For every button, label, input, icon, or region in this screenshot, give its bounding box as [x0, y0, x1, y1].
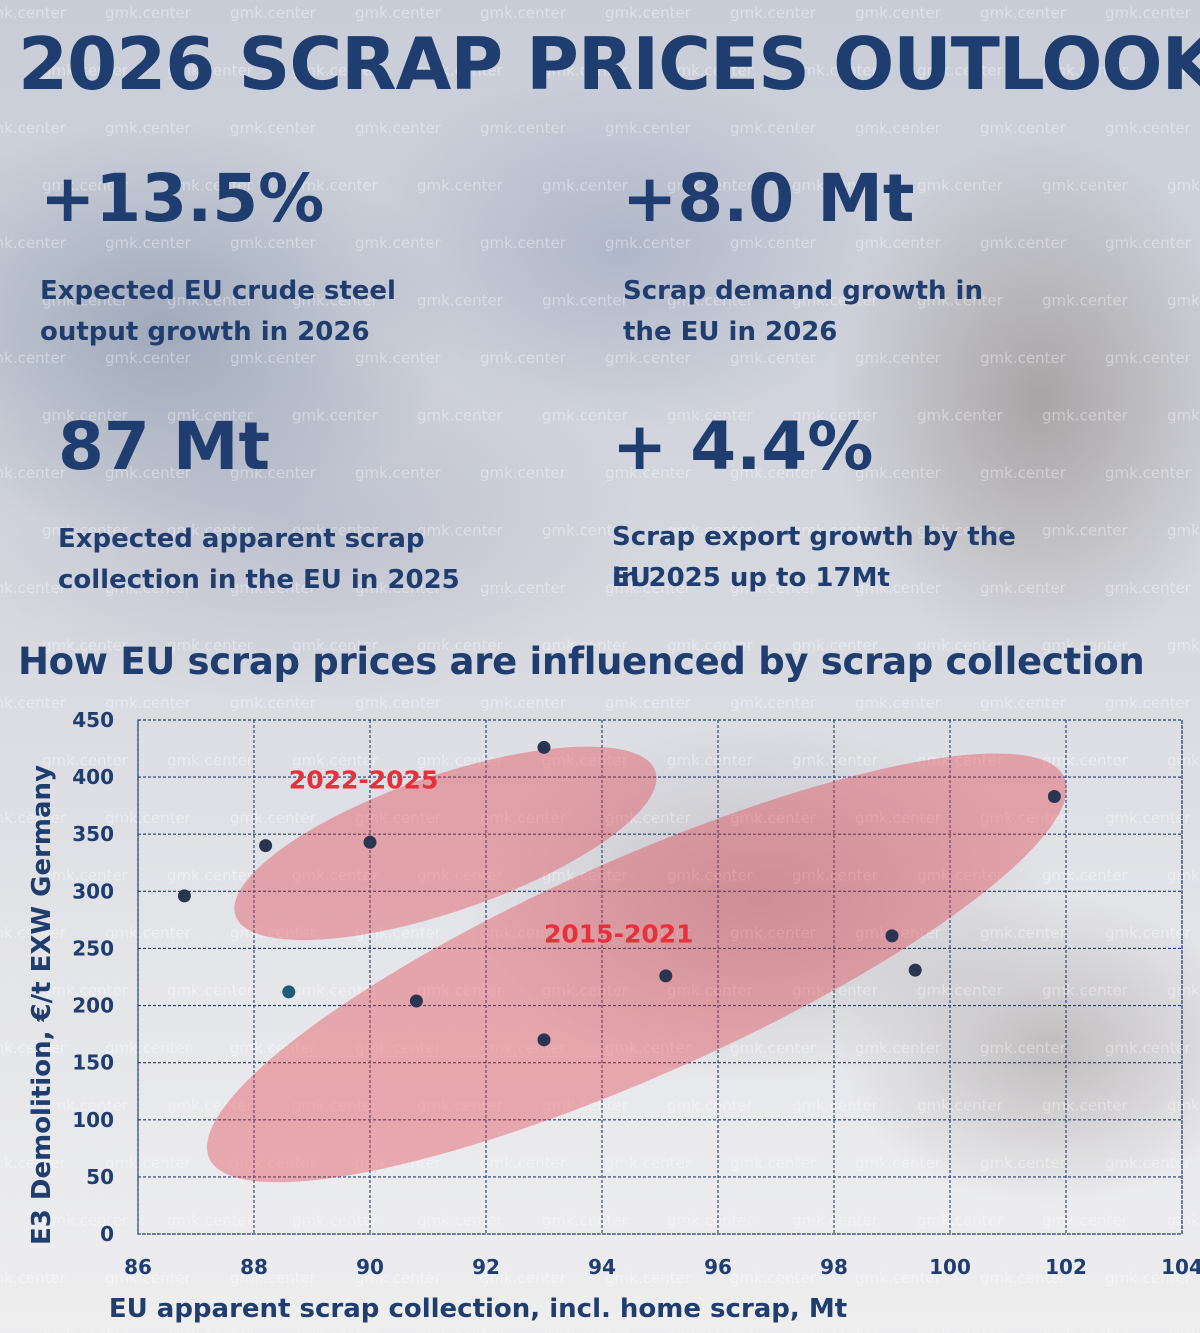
stat-value-scrap-collection: 87 Mt	[58, 408, 271, 485]
group-label-2022-2025: 2022-2025	[289, 766, 439, 795]
y-tick-label: 200	[72, 994, 114, 1018]
y-tick-label: 100	[72, 1108, 114, 1132]
data-point	[885, 929, 899, 943]
x-tick-label: 102	[1045, 1255, 1087, 1279]
y-tick-label: 0	[100, 1222, 114, 1246]
y-tick-label: 300	[72, 879, 114, 903]
y-tick-label: 400	[72, 765, 114, 789]
stat-desc-scrap-export-line-1: Scrap export growth by the EU	[612, 522, 1016, 593]
y-tick-label: 250	[72, 936, 114, 960]
data-point	[908, 963, 922, 977]
data-point	[259, 839, 273, 853]
data-point	[537, 740, 551, 754]
group-label-2015-2021: 2015-2021	[544, 920, 694, 949]
page-title: 2026 SCRAP PRICES OUTLOOK	[18, 22, 1200, 106]
y-tick-label: 450	[72, 708, 114, 732]
data-point	[282, 985, 296, 999]
x-tick-label: 86	[124, 1255, 152, 1279]
x-axis-ticks: 86 88 90 92 94 96 98 100 102 104	[124, 1255, 1200, 1279]
data-point	[659, 969, 673, 983]
x-tick-label: 94	[588, 1255, 616, 1279]
data-point	[177, 889, 191, 903]
stat-desc-crude-steel-line-2: output growth in 2026	[40, 317, 370, 347]
stat-desc-scrap-demand-line-2: the EU in 2026	[623, 317, 838, 347]
y-tick-label: 50	[86, 1165, 114, 1189]
stat-desc-scrap-export-line-2: in 2025 up to 17Mt	[612, 563, 890, 593]
x-axis-title: EU apparent scrap collection, incl. home…	[109, 1294, 847, 1324]
group-ellipses: 2022-2025 2015-2021	[207, 746, 1067, 1183]
data-point	[1047, 790, 1061, 804]
stat-value-scrap-export: + 4.4%	[612, 408, 874, 485]
y-tick-label: 150	[72, 1051, 114, 1075]
y-axis-ticks: 0 50 100 150 200 250 300 350 400 450	[72, 708, 114, 1246]
group-ellipse-2015-2021	[207, 753, 1067, 1183]
data-point	[409, 994, 423, 1008]
stat-desc-scrap-demand-line-1: Scrap demand growth in	[623, 276, 983, 306]
group-ellipse-2022-2025	[234, 746, 657, 941]
x-tick-label: 92	[472, 1255, 500, 1279]
x-tick-label: 90	[356, 1255, 384, 1279]
stat-desc-crude-steel-line-1: Expected EU crude steel	[40, 276, 396, 306]
x-tick-label: 96	[704, 1255, 732, 1279]
x-tick-label: 98	[820, 1255, 848, 1279]
x-tick-label: 104	[1161, 1255, 1200, 1279]
stat-desc-scrap-collection-line-1: Expected apparent scrap	[58, 524, 425, 554]
data-point	[537, 1033, 551, 1047]
stat-value-scrap-demand: +8.0 Mt	[622, 160, 915, 237]
y-axis-title: E3 Demolition, €/t EXW Germany	[27, 765, 57, 1245]
data-point	[363, 835, 377, 849]
stat-desc-scrap-collection-line-2: collection in the EU in 2025	[58, 565, 460, 595]
x-tick-label: 100	[929, 1255, 971, 1279]
stat-value-crude-steel: +13.5%	[40, 160, 325, 237]
data-points	[177, 740, 1061, 1047]
y-tick-label: 350	[72, 822, 114, 846]
x-tick-label: 88	[240, 1255, 268, 1279]
chart-title: How EU scrap prices are influenced by sc…	[18, 640, 1145, 683]
